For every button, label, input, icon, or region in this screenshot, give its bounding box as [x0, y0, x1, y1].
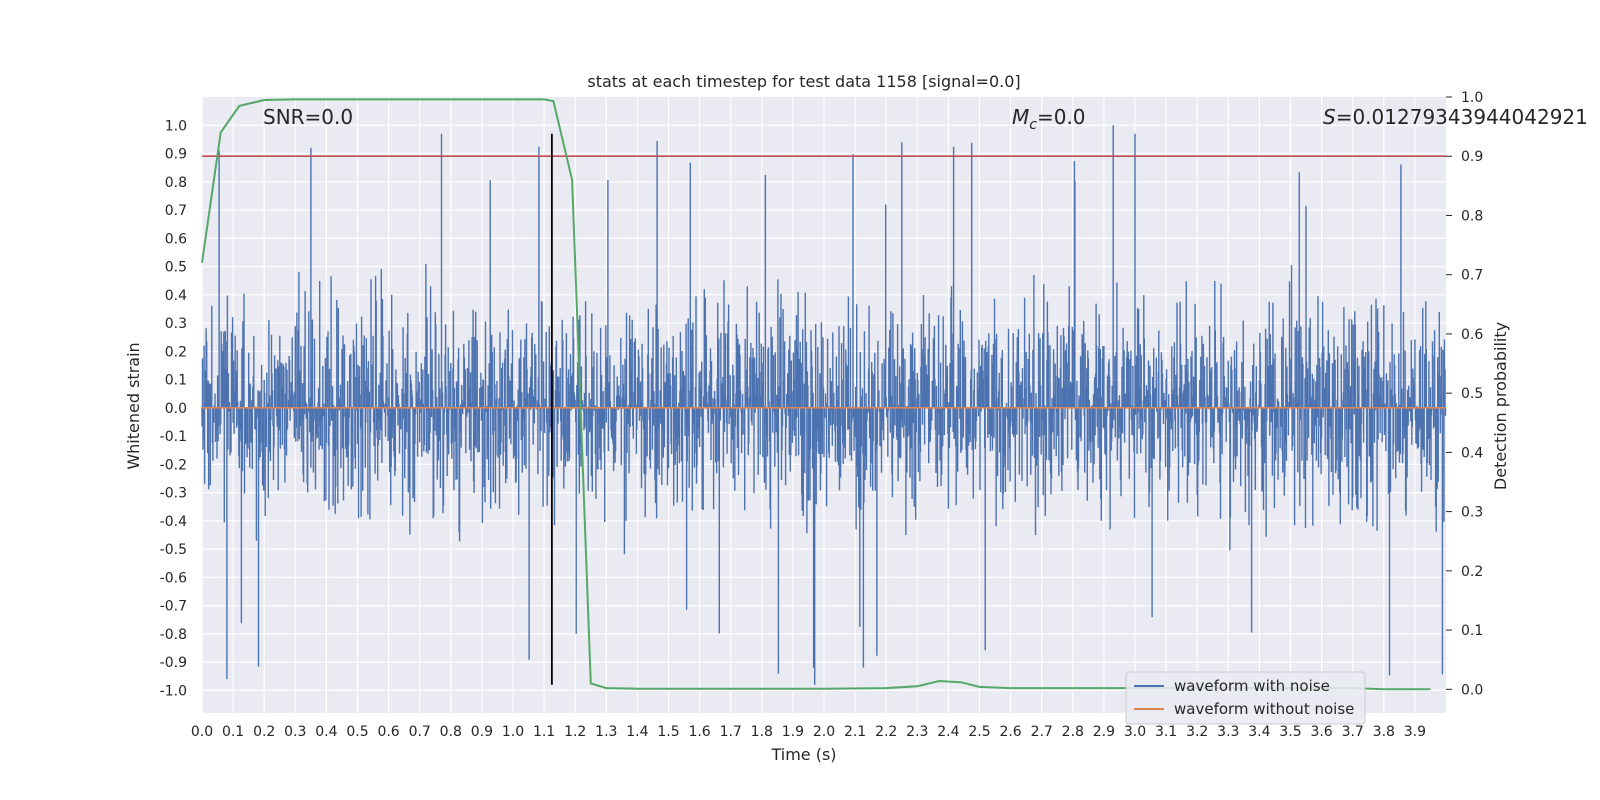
x-tick-label: 3.8	[1373, 724, 1395, 740]
legend-box	[1125, 671, 1366, 725]
x-tick-label: 1.8	[751, 724, 773, 740]
x-tick-label: 1.1	[533, 724, 555, 740]
x-tick-label: 3.4	[1248, 724, 1270, 740]
x-tick-label: 0.9	[471, 724, 493, 740]
left-y-tick-label: -1.0	[160, 683, 187, 699]
left-y-tick-label: 1.0	[165, 118, 187, 134]
x-tick-label: 2.5	[968, 724, 990, 740]
x-tick-label: 2.9	[1093, 724, 1115, 740]
x-axis-ticks: 0.0 0.1 0.2 0.3 0.4 0.5 0.6 0.7 0.8 0.9 1.0 1.1 1.2 1…	[191, 724, 1426, 740]
x-tick-label: 3.2	[1186, 724, 1208, 740]
right-y-tick-label: 0.4	[1461, 445, 1483, 461]
s-value: =0.01279343944042921	[1336, 105, 1588, 129]
left-y-tick-label: 0.0	[165, 401, 187, 417]
right-y-tick-label: 0.1	[1461, 623, 1483, 639]
x-tick-label: 0.0	[191, 724, 213, 740]
x-tick-label: 3.5	[1279, 724, 1301, 740]
left-y-tick-label: -0.7	[160, 599, 187, 615]
x-tick-label: 2.2	[875, 724, 897, 740]
x-tick-label: 0.7	[409, 724, 431, 740]
right-y-tick-label: 0.9	[1461, 149, 1483, 165]
chirp-mass-subscript: c	[1029, 117, 1037, 133]
x-tick-label: 1.7	[720, 724, 742, 740]
x-tick-label: 3.6	[1310, 724, 1332, 740]
x-tick-label: 0.3	[284, 724, 306, 740]
x-tick-label: 3.0	[1124, 724, 1146, 740]
x-tick-label: 1.9	[782, 724, 804, 740]
right-y-tick-label: 0.0	[1461, 682, 1483, 698]
right-y-tick-label: 1.0	[1461, 90, 1483, 106]
x-tick-label: 2.7	[1031, 724, 1053, 740]
left-y-tick-label: 0.6	[165, 231, 187, 247]
chirp-mass-symbol: M	[1012, 105, 1029, 129]
left-y-tick-label: -0.8	[160, 627, 187, 643]
left-y-tick-label: 0.3	[165, 316, 187, 332]
chart-title: stats at each timestep for test data 115…	[587, 72, 1020, 91]
noise-waveform-path	[201, 125, 1447, 685]
x-tick-label: 1.0	[502, 724, 524, 740]
x-tick-label: 1.2	[564, 724, 586, 740]
noise-waveform-series	[201, 125, 1447, 685]
left-y-tick-label: -0.4	[160, 514, 187, 530]
left-y-tick-label: 0.5	[165, 260, 187, 276]
left-y-tick-label: -0.6	[160, 570, 187, 586]
left-y-tick-label: 0.4	[165, 288, 187, 304]
x-tick-label: 0.1	[222, 724, 244, 740]
x-axis-label: Time (s)	[770, 745, 836, 764]
x-tick-label: 0.4	[315, 724, 337, 740]
x-tick-label: 3.1	[1155, 724, 1177, 740]
right-y-tick-label: 0.3	[1461, 505, 1483, 521]
snr-annotation: SNR=0.0	[263, 105, 353, 129]
x-tick-label: 3.3	[1217, 724, 1239, 740]
left-y-tick-label: 0.9	[165, 147, 187, 163]
right-y-tick-label: 0.7	[1461, 268, 1483, 284]
left-y-axis-label: Whitened strain	[124, 342, 143, 469]
s-annotation: S=0.01279343944042921	[1323, 105, 1588, 129]
chirp-mass-value: =0.0	[1037, 105, 1086, 129]
s-symbol: S	[1323, 105, 1336, 129]
x-tick-label: 3.7	[1342, 724, 1364, 740]
x-tick-label: 0.8	[440, 724, 462, 740]
legend-entry-clean: waveform without noise	[1174, 700, 1354, 718]
left-y-tick-label: -0.1	[160, 429, 187, 445]
x-tick-label: 1.5	[657, 724, 679, 740]
x-tick-label: 2.8	[1062, 724, 1084, 740]
x-tick-label: 2.4	[937, 724, 959, 740]
left-y-tick-label: -0.9	[160, 655, 187, 671]
right-y-tick-label: 0.8	[1461, 208, 1483, 224]
left-y-tick-label: 0.8	[165, 175, 187, 191]
right-y-axis-label: Detection probability	[1491, 322, 1510, 490]
right-y-tick-label: 0.5	[1461, 386, 1483, 402]
left-y-tick-label: -0.3	[160, 486, 187, 502]
x-tick-label: 2.0	[813, 724, 835, 740]
x-tick-label: 0.2	[253, 724, 275, 740]
right-y-tick-label: 0.6	[1461, 327, 1483, 343]
x-tick-label: 2.3	[906, 724, 928, 740]
chirp-mass-annotation: Mc=0.0	[1012, 105, 1086, 133]
right-y-tick-label: 0.2	[1461, 564, 1483, 580]
left-y-axis-ticks: 1.0 0.9 0.8 0.7 0.6 0.5 0.4 0.3 0.2 0.1 0.0 -0.1 -0.…	[160, 118, 187, 699]
x-tick-label: 2.1	[844, 724, 866, 740]
x-tick-label: 2.6	[999, 724, 1021, 740]
left-y-tick-label: -0.2	[160, 457, 187, 473]
left-y-tick-label: 0.7	[165, 203, 187, 219]
x-tick-label: 3.9	[1404, 724, 1426, 740]
left-y-tick-label: -0.5	[160, 542, 187, 558]
right-y-axis-ticks: 1.0 0.9 0.8 0.7 0.6 0.5 0.4 0.3 0.2 0.1 0.0	[1446, 90, 1483, 698]
left-y-tick-label: 0.1	[165, 373, 187, 389]
legend-entry-noise: waveform with noise	[1174, 677, 1330, 695]
left-y-tick-label: 0.2	[165, 344, 187, 360]
x-tick-label: 1.4	[626, 724, 648, 740]
legend: waveform with noise waveform without noi…	[1125, 671, 1366, 725]
x-tick-label: 0.5	[346, 724, 368, 740]
x-tick-label: 1.3	[595, 724, 617, 740]
x-tick-label: 0.6	[377, 724, 399, 740]
x-tick-label: 1.6	[688, 724, 710, 740]
